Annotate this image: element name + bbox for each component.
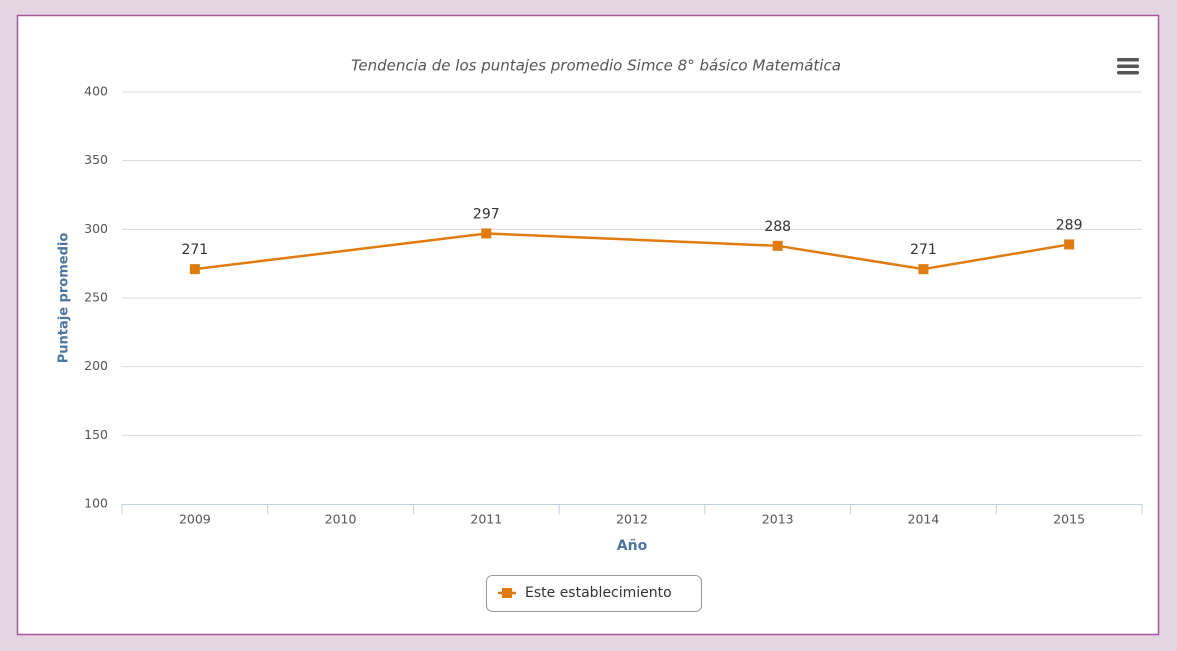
y-tick-label: 400 [84,84,108,99]
data-label: 288 [764,219,791,235]
legend-label: Este establecimiento [525,585,672,601]
legend[interactable]: Este establecimiento [486,575,702,612]
y-tick-label: 100 [84,496,108,511]
data-point [189,264,200,275]
data-label: 297 [473,206,500,222]
x-tick-label: 2014 [908,512,940,527]
y-tick-label: 250 [84,290,108,305]
x-axis-label: Año [617,538,648,554]
data-label: 271 [181,242,208,258]
y-axis-label: Puntaje promedio [57,233,72,364]
menu-bar [1117,71,1139,75]
data-point [1064,239,1075,250]
chart-title: Tendencia de los puntajes promedio Simce… [351,57,841,75]
y-tick-label: 150 [84,427,108,442]
menu-bar [1117,64,1139,68]
menu-bar [1117,58,1139,62]
x-tick-label: 2010 [325,512,357,527]
x-tick-label: 2013 [762,512,794,527]
y-tick-label: 200 [84,358,108,373]
legend-marker [502,588,512,598]
data-point [772,240,783,251]
data-label: 271 [910,242,937,258]
data-point [481,228,492,239]
x-tick-label: 2012 [616,512,648,527]
data-label: 289 [1056,217,1083,233]
chart-frame [16,14,1160,636]
menu-button[interactable] [1117,58,1139,75]
y-tick-label: 350 [84,152,108,167]
legend-box [486,575,702,612]
y-tick-label: 300 [84,221,108,236]
x-tick-label: 2015 [1053,512,1085,527]
x-tick-label: 2011 [470,512,502,527]
x-tick-label: 2009 [179,512,211,527]
data-point [918,264,929,275]
